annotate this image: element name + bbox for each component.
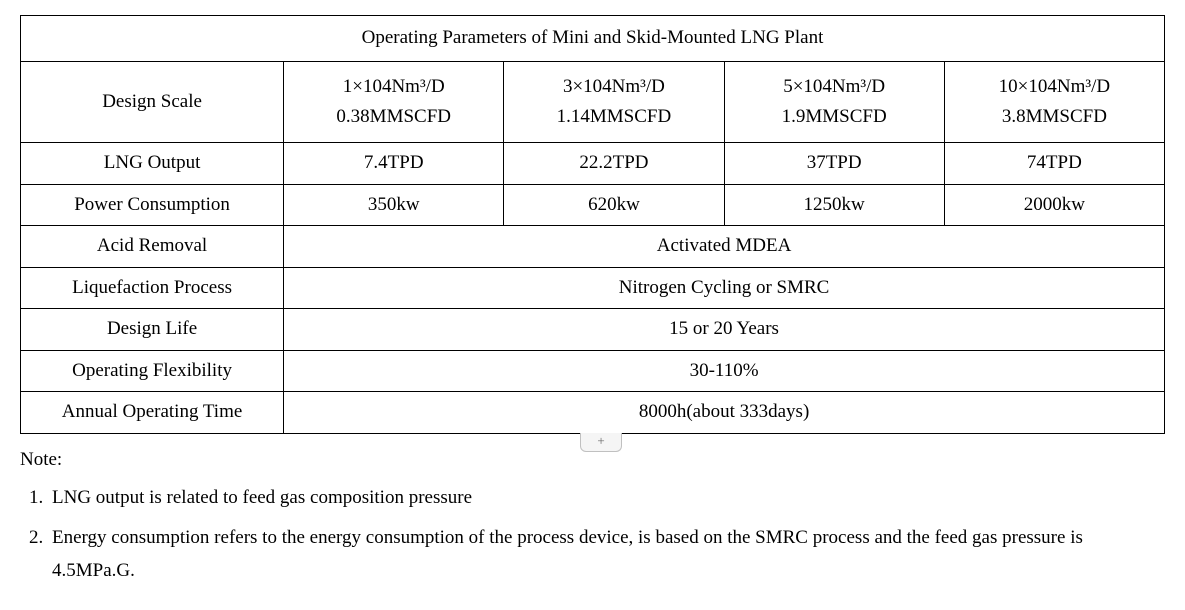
row-label: Annual Operating Time	[21, 392, 284, 434]
row-label: Acid Removal	[21, 226, 284, 268]
parameters-table: Operating Parameters of Mini and Skid-Mo…	[20, 15, 1165, 434]
design-scale-label: Design Scale	[21, 61, 284, 143]
table-title-row: Operating Parameters of Mini and Skid-Mo…	[21, 16, 1165, 62]
table-row: Operating Flexibility 30-110%	[21, 350, 1165, 392]
span-value: 15 or 20 Years	[284, 309, 1165, 351]
row-label: Operating Flexibility	[21, 350, 284, 392]
scale-c4-line1: 10×104Nm³/D	[999, 76, 1110, 97]
cell: 7.4TPD	[284, 143, 504, 185]
scale-c1-line2: 0.38MMSCFD	[336, 106, 451, 127]
table-row: Power Consumption 350kw 620kw 1250kw 200…	[21, 184, 1165, 226]
row-label: Power Consumption	[21, 184, 284, 226]
scale-c4-line2: 3.8MMSCFD	[1002, 106, 1107, 127]
notes-section: Note: LNG output is related to feed gas …	[20, 444, 1165, 587]
scale-c2-line2: 1.14MMSCFD	[557, 106, 672, 127]
table-row: Liquefaction Process Nitrogen Cycling or…	[21, 267, 1165, 309]
table-title: Operating Parameters of Mini and Skid-Mo…	[21, 16, 1165, 62]
scale-col-1: 1×104Nm³/D 0.38MMSCFD	[284, 61, 504, 143]
table-row: Annual Operating Time 8000h(about 333day…	[21, 392, 1165, 434]
span-value: 8000h(about 333days)	[284, 392, 1165, 434]
row-label: Liquefaction Process	[21, 267, 284, 309]
row-label: LNG Output	[21, 143, 284, 185]
notes-list: LNG output is related to feed gas compos…	[20, 482, 1165, 587]
cell: 37TPD	[724, 143, 944, 185]
cell: 2000kw	[944, 184, 1164, 226]
cell: 22.2TPD	[504, 143, 724, 185]
table-row: Design Life 15 or 20 Years	[21, 309, 1165, 351]
span-value: Activated MDEA	[284, 226, 1165, 268]
cell: 350kw	[284, 184, 504, 226]
scale-c2-line1: 3×104Nm³/D	[563, 76, 665, 97]
table-row: Acid Removal Activated MDEA	[21, 226, 1165, 268]
span-value: Nitrogen Cycling or SMRC	[284, 267, 1165, 309]
scale-col-3: 5×104Nm³/D 1.9MMSCFD	[724, 61, 944, 143]
cell: 1250kw	[724, 184, 944, 226]
scale-c3-line1: 5×104Nm³/D	[783, 76, 885, 97]
scale-col-2: 3×104Nm³/D 1.14MMSCFD	[504, 61, 724, 143]
notes-item: LNG output is related to feed gas compos…	[48, 482, 1165, 514]
design-scale-row: Design Scale 1×104Nm³/D 0.38MMSCFD 3×104…	[21, 61, 1165, 143]
notes-item: Energy consumption refers to the energy …	[48, 522, 1165, 587]
cell: 620kw	[504, 184, 724, 226]
table-row: LNG Output 7.4TPD 22.2TPD 37TPD 74TPD	[21, 143, 1165, 185]
cell: 74TPD	[944, 143, 1164, 185]
scale-col-4: 10×104Nm³/D 3.8MMSCFD	[944, 61, 1164, 143]
page-wrap: Operating Parameters of Mini and Skid-Mo…	[20, 15, 1165, 587]
span-value: 30-110%	[284, 350, 1165, 392]
scale-c1-line1: 1×104Nm³/D	[343, 76, 445, 97]
scale-c3-line2: 1.9MMSCFD	[782, 106, 887, 127]
add-tab-button[interactable]: +	[580, 433, 622, 452]
row-label: Design Life	[21, 309, 284, 351]
